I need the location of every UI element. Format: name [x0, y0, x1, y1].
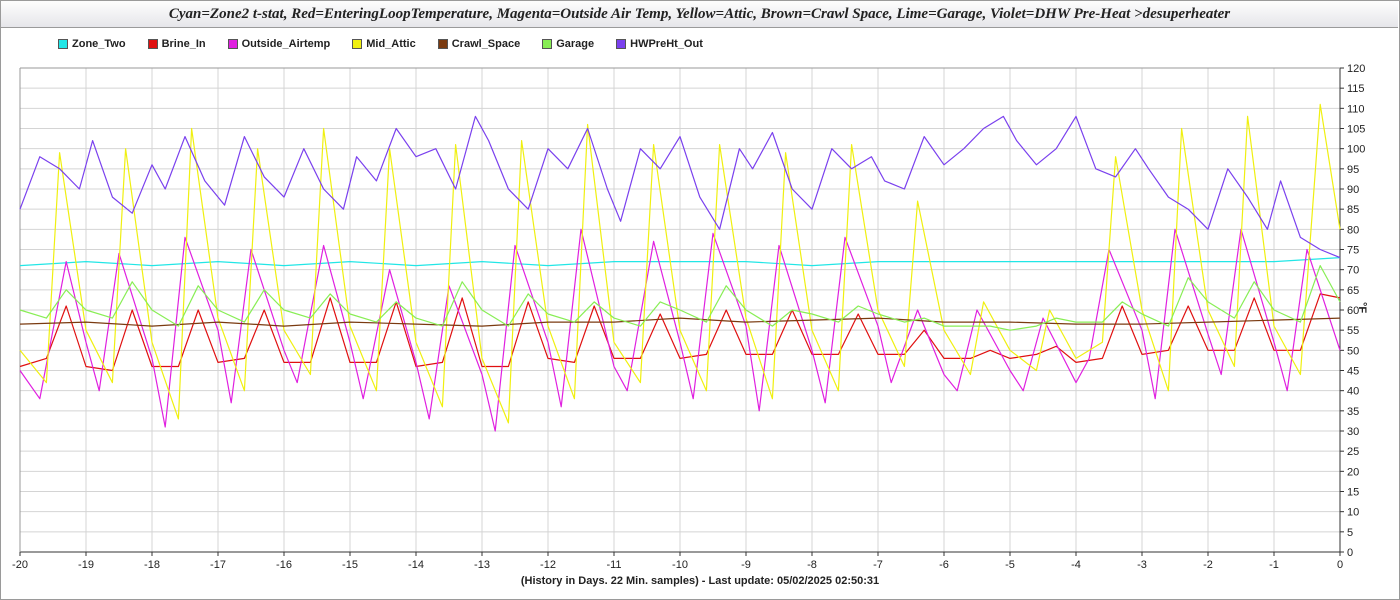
y-tick-label: 30 — [1347, 426, 1359, 438]
x-tick-label: -17 — [210, 559, 226, 571]
legend-item: Brine_In — [147, 37, 206, 51]
y-tick-label: 90 — [1347, 184, 1359, 196]
legend-item: Mid_Attic — [352, 37, 416, 51]
y-tick-label: 25 — [1347, 446, 1359, 458]
y-tick-label: 55 — [1347, 325, 1359, 337]
y-tick-label: 85 — [1347, 204, 1359, 216]
legend-label: Crawl_Space — [451, 38, 521, 50]
series-line-mid-attic — [19, 103, 1341, 424]
x-tick-label: -19 — [78, 559, 94, 571]
x-tick-label: -14 — [408, 559, 424, 571]
chart-legend: Zone_Two Brine_In Outside_Airtemp Mid_Attic… — [58, 37, 725, 51]
legend-swatch — [542, 39, 553, 49]
x-tick-label: -6 — [939, 559, 949, 571]
y-tick-label: 80 — [1347, 224, 1359, 236]
x-tick-label: -4 — [1071, 559, 1081, 571]
legend-item: Crawl_Space — [437, 37, 521, 51]
x-tick-label: -2 — [1203, 559, 1213, 571]
y-tick-label: 115 — [1347, 83, 1365, 95]
x-tick-label: -18 — [144, 559, 160, 571]
x-tick-label: -15 — [342, 559, 358, 571]
legend-swatch — [616, 39, 627, 49]
series-line-zone-two — [19, 257, 1341, 267]
legend-label: Zone_Two — [72, 38, 126, 50]
x-tick-label: -1 — [1269, 559, 1279, 571]
y-tick-label: 35 — [1347, 406, 1359, 418]
y-tick-label: 20 — [1347, 466, 1359, 478]
legend-swatch — [437, 39, 448, 49]
y-tick-label: 120 — [1347, 63, 1365, 75]
x-tick-label: -11 — [606, 559, 621, 571]
y-tick-label: 110 — [1347, 103, 1365, 115]
x-tick-label: -20 — [12, 559, 28, 571]
y-tick-label: 70 — [1347, 265, 1359, 277]
series-line-garage — [19, 265, 1341, 331]
legend-item: Garage — [542, 37, 594, 51]
y-tick-label: 50 — [1347, 345, 1359, 357]
legend-swatch — [227, 39, 238, 49]
y-tick-label: 105 — [1347, 124, 1365, 136]
legend-swatch — [147, 39, 158, 49]
x-tick-label: -9 — [741, 559, 751, 571]
series-line-brine-in — [19, 293, 1341, 372]
y-tick-label: 60 — [1347, 305, 1359, 317]
series-line-hwpreht-out — [19, 115, 1341, 259]
series-line-crawl-space — [19, 317, 1341, 327]
y-tick-label: 5 — [1347, 527, 1353, 539]
y-tick-label: 65 — [1347, 285, 1359, 297]
x-tick-label: -3 — [1137, 559, 1147, 571]
x-tick-label: -10 — [672, 559, 688, 571]
y-tick-label: 100 — [1347, 144, 1365, 156]
y-tick-label: 40 — [1347, 386, 1359, 398]
x-tick-label: -8 — [807, 559, 817, 571]
x-tick-label: -12 — [540, 559, 556, 571]
y-tick-label: 0 — [1347, 547, 1353, 559]
legend-swatch — [352, 39, 363, 49]
y-tick-label: 15 — [1347, 487, 1359, 499]
x-axis-label: (History in Days. 22 Min. samples) - Las… — [520, 575, 880, 587]
y-tick-label: 45 — [1347, 366, 1359, 378]
y-tick-label: 95 — [1347, 164, 1359, 176]
y-tick-label: 75 — [1347, 245, 1359, 257]
legend-label: HWPreHt_Out — [630, 38, 703, 50]
x-tick-label: -5 — [1005, 559, 1015, 571]
x-tick-label: 0 — [1337, 559, 1343, 571]
legend-label: Outside_Airtemp — [241, 38, 331, 50]
x-tick-label: -7 — [873, 559, 883, 571]
legend-item: HWPreHt_Out — [616, 37, 703, 51]
legend-swatch — [58, 39, 68, 49]
legend-item: Outside_Airtemp — [227, 37, 331, 51]
x-tick-label: -13 — [474, 559, 490, 571]
chart-title: Cyan=Zone2 t-stat, Red=EnteringLoopTempe… — [1, 1, 1398, 28]
legend-label: Mid_Attic — [366, 38, 416, 50]
legend-label: Brine_In — [161, 38, 206, 50]
legend-label: Garage — [556, 38, 595, 50]
x-tick-label: -16 — [276, 559, 292, 571]
legend-item: Zone_Two — [58, 37, 126, 51]
y-tick-label: 10 — [1347, 507, 1359, 519]
y-axis-label: °F — [1356, 302, 1368, 314]
